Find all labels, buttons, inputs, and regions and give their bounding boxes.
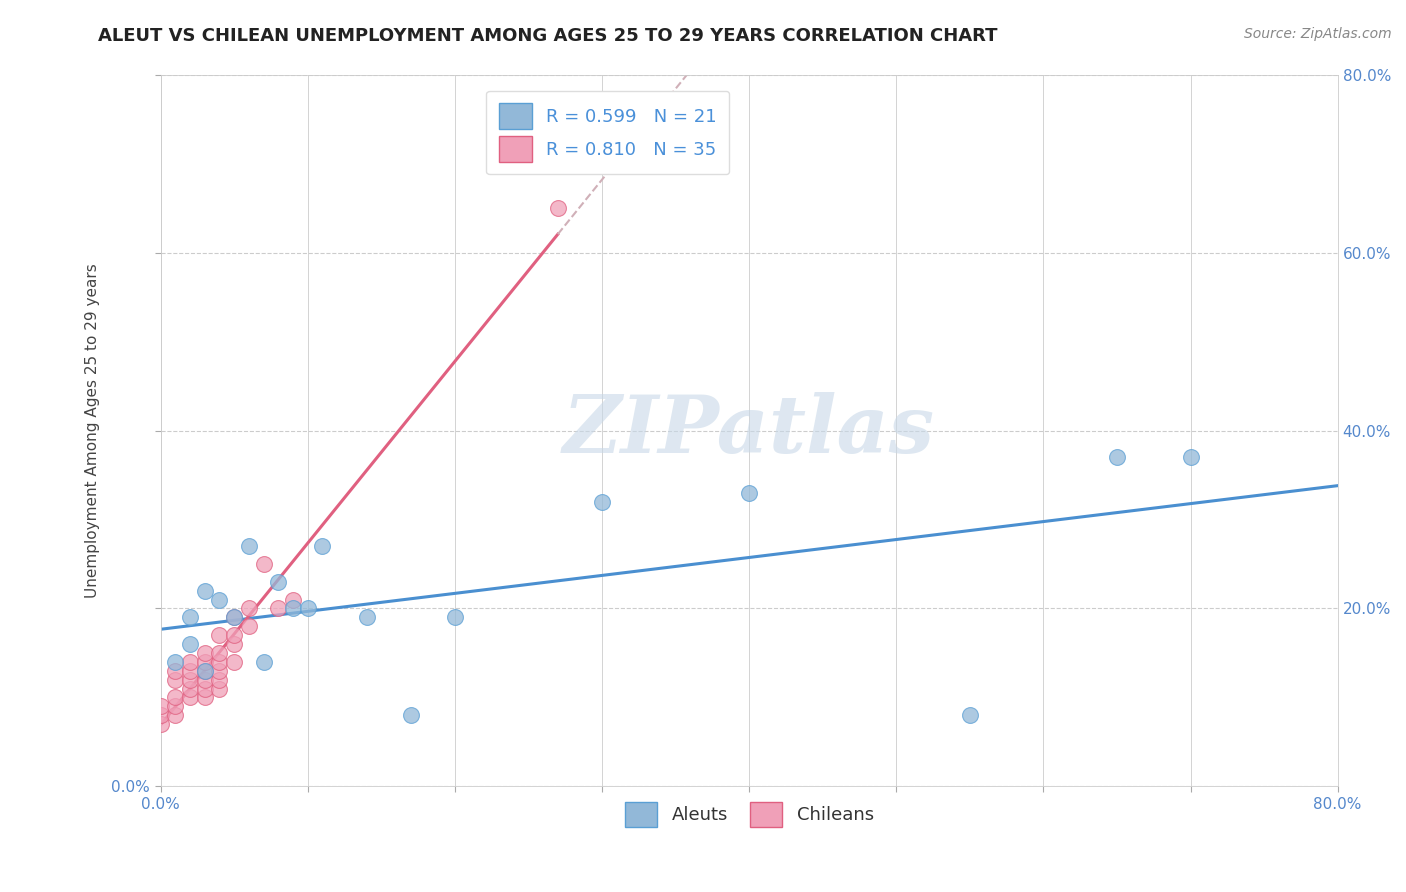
Point xyxy=(165,664,187,678)
Point xyxy=(149,717,172,731)
Point xyxy=(224,610,246,624)
Point xyxy=(297,601,319,615)
Point xyxy=(208,664,231,678)
Y-axis label: Unemployment Among Ages 25 to 29 years: Unemployment Among Ages 25 to 29 years xyxy=(86,263,100,598)
Point xyxy=(179,690,201,705)
Point xyxy=(356,610,378,624)
Text: ALEUT VS CHILEAN UNEMPLOYMENT AMONG AGES 25 TO 29 YEARS CORRELATION CHART: ALEUT VS CHILEAN UNEMPLOYMENT AMONG AGES… xyxy=(98,27,998,45)
Point xyxy=(591,494,613,508)
Point xyxy=(959,708,981,723)
Point xyxy=(194,681,217,696)
Point xyxy=(738,485,761,500)
Point xyxy=(208,681,231,696)
Point xyxy=(252,655,274,669)
Point xyxy=(208,628,231,642)
Point xyxy=(399,708,422,723)
Point xyxy=(194,646,217,660)
Point xyxy=(238,601,260,615)
Point xyxy=(179,673,201,687)
Legend: Aleuts, Chileans: Aleuts, Chileans xyxy=(617,795,880,834)
Point xyxy=(179,610,201,624)
Point xyxy=(165,655,187,669)
Point xyxy=(547,201,569,215)
Point xyxy=(149,699,172,714)
Text: Source: ZipAtlas.com: Source: ZipAtlas.com xyxy=(1244,27,1392,41)
Point xyxy=(281,601,304,615)
Point xyxy=(208,592,231,607)
Point xyxy=(281,592,304,607)
Point xyxy=(224,637,246,651)
Point xyxy=(149,708,172,723)
Point xyxy=(444,610,467,624)
Text: ZIPatlas: ZIPatlas xyxy=(562,392,935,469)
Point xyxy=(165,690,187,705)
Point xyxy=(1105,450,1128,465)
Point xyxy=(238,619,260,633)
Point xyxy=(267,601,290,615)
Point xyxy=(252,557,274,571)
Point xyxy=(179,637,201,651)
Point xyxy=(267,574,290,589)
Point xyxy=(208,655,231,669)
Point xyxy=(224,655,246,669)
Point xyxy=(179,681,201,696)
Point xyxy=(194,664,217,678)
Point xyxy=(194,655,217,669)
Point xyxy=(194,583,217,598)
Point xyxy=(165,673,187,687)
Point xyxy=(194,673,217,687)
Point xyxy=(179,664,201,678)
Point xyxy=(165,708,187,723)
Point xyxy=(208,673,231,687)
Point xyxy=(208,646,231,660)
Point xyxy=(1180,450,1202,465)
Point xyxy=(165,699,187,714)
Point xyxy=(179,655,201,669)
Point xyxy=(224,610,246,624)
Point xyxy=(238,539,260,553)
Point xyxy=(194,664,217,678)
Point xyxy=(194,690,217,705)
Point xyxy=(224,628,246,642)
Point xyxy=(311,539,333,553)
